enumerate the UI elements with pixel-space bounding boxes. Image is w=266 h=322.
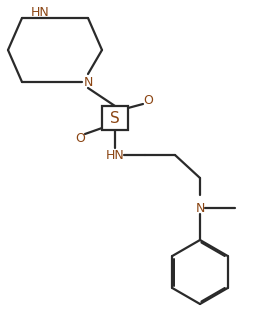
Text: O: O: [75, 131, 85, 145]
Text: N: N: [195, 202, 205, 214]
Text: HN: HN: [106, 148, 124, 162]
Text: HN: HN: [31, 5, 49, 18]
Text: S: S: [110, 110, 120, 126]
Text: O: O: [143, 93, 153, 107]
Bar: [102, 106, 128, 130]
Text: N: N: [83, 75, 93, 89]
